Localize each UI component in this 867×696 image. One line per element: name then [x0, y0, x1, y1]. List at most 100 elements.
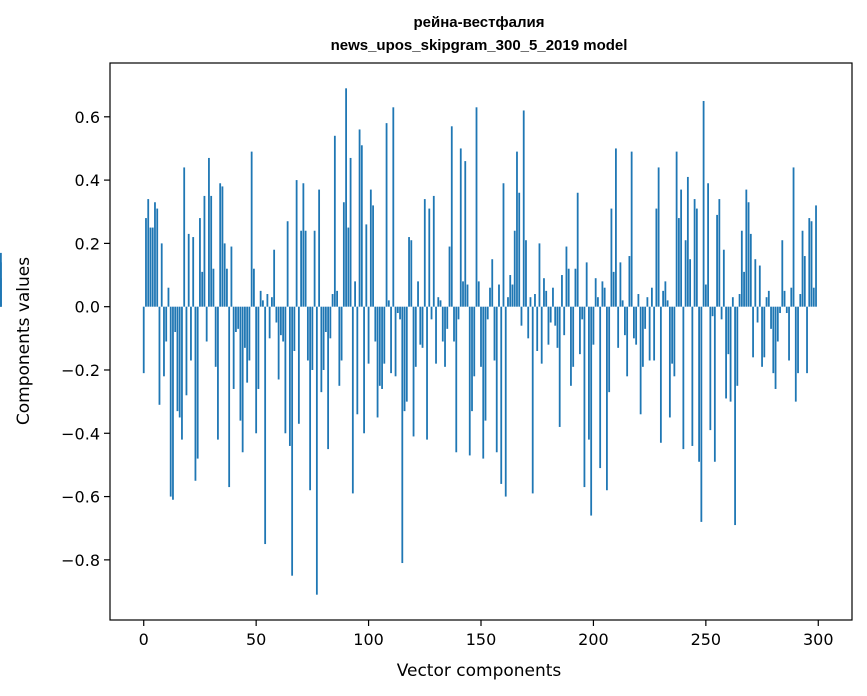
bar — [572, 306, 575, 367]
bar — [610, 208, 613, 307]
bar — [765, 297, 768, 307]
bar — [158, 306, 161, 405]
bar — [554, 306, 557, 326]
bar — [758, 265, 761, 307]
bar — [201, 271, 204, 307]
bar — [812, 287, 815, 307]
bar — [266, 294, 269, 307]
bar — [327, 306, 330, 450]
bar — [239, 306, 242, 421]
bar — [803, 256, 806, 307]
bar — [430, 306, 433, 320]
bar — [275, 306, 278, 323]
bar — [763, 306, 766, 358]
bar — [383, 306, 386, 364]
bar — [264, 306, 267, 545]
bar — [709, 306, 712, 431]
bar — [664, 281, 667, 307]
bar — [747, 202, 750, 307]
bar — [639, 306, 642, 415]
bar — [376, 306, 379, 418]
x-axis-ticks: 0 50 100 150 200 250 300 — [139, 620, 834, 649]
bar — [253, 268, 255, 307]
bar — [293, 306, 296, 351]
bar — [270, 297, 273, 307]
bar — [495, 306, 498, 453]
bar — [752, 306, 754, 358]
bar — [462, 281, 464, 307]
y-tick-label: 0.0 — [75, 298, 100, 317]
bar — [435, 306, 437, 364]
bar — [776, 306, 779, 342]
bar — [246, 306, 249, 383]
bar — [731, 297, 734, 307]
bar — [727, 306, 730, 355]
bar — [459, 148, 462, 307]
bar — [574, 268, 577, 307]
bar — [781, 240, 784, 307]
bar — [500, 306, 503, 484]
bar — [367, 306, 370, 364]
bar — [282, 306, 285, 342]
bar — [743, 271, 745, 307]
bar — [794, 306, 797, 402]
bar — [448, 246, 451, 307]
bar — [318, 189, 321, 307]
bar — [603, 287, 606, 307]
y-tick-label: −0.4 — [61, 424, 100, 443]
bar — [192, 237, 195, 307]
x-tick-label: 300 — [803, 630, 834, 649]
y-tick-label: −0.2 — [61, 361, 100, 380]
bar — [279, 306, 282, 336]
bar — [547, 306, 550, 345]
bar — [677, 218, 680, 307]
bar — [511, 284, 514, 307]
bar — [612, 271, 615, 307]
bar — [396, 306, 399, 314]
bar — [684, 240, 687, 307]
bar — [223, 243, 226, 307]
bar — [538, 243, 541, 307]
bar — [637, 294, 640, 307]
bar — [199, 218, 201, 307]
bar — [208, 157, 210, 307]
bar — [671, 306, 674, 364]
bar — [502, 183, 505, 307]
bar — [673, 306, 676, 377]
bar — [235, 306, 237, 333]
bar — [248, 306, 251, 361]
bar — [797, 306, 799, 374]
bar — [522, 110, 525, 307]
bar — [491, 259, 494, 307]
chart-subtitle: news_upos_skipgram_300_5_2019 model — [331, 37, 628, 54]
bar — [635, 306, 638, 345]
bar — [356, 306, 359, 415]
bar — [381, 306, 383, 389]
bar — [284, 306, 287, 434]
bar — [320, 306, 323, 393]
bar — [360, 145, 363, 307]
bar — [205, 306, 208, 342]
y-tick-label: −0.6 — [61, 488, 100, 507]
bar — [788, 306, 790, 361]
bar — [219, 183, 222, 307]
bar — [237, 306, 240, 329]
bar — [165, 306, 168, 342]
bar — [801, 230, 804, 307]
bar — [545, 290, 548, 307]
bar — [504, 306, 507, 497]
bar — [783, 290, 786, 307]
bar — [241, 306, 244, 453]
bar — [601, 281, 604, 307]
bar — [149, 227, 152, 307]
bar — [565, 246, 568, 307]
bar — [648, 306, 651, 361]
bar — [606, 306, 608, 491]
bar — [196, 306, 199, 459]
bar — [588, 306, 590, 440]
bar — [347, 227, 350, 307]
bar — [365, 224, 368, 307]
bar — [331, 294, 334, 307]
bar — [680, 189, 683, 307]
